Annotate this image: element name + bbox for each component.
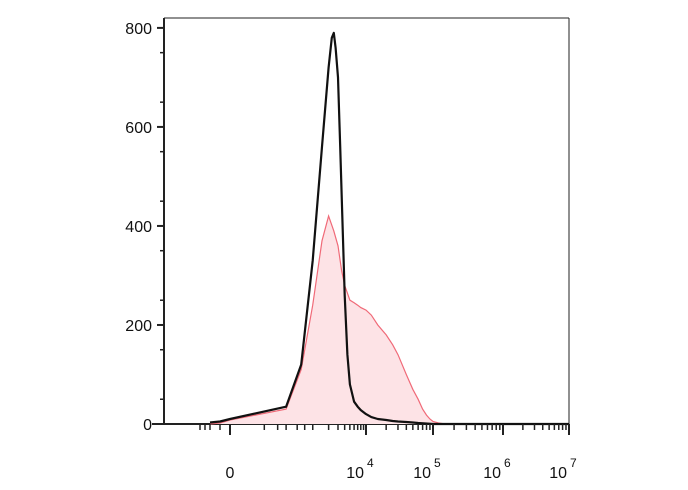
y-tick-label-1: 200 <box>125 318 152 335</box>
series-0-outline <box>209 213 569 425</box>
x-axis: 0 104 105 106 107 <box>199 424 577 482</box>
series-1-line <box>209 31 569 426</box>
x-tick-label-4: 107 <box>549 456 577 482</box>
series-0-area <box>210 216 569 424</box>
x-tick-label-0: 0 <box>226 465 235 482</box>
x-tick-label-1: 104 <box>346 456 374 482</box>
y-axis: 0 200 400 600 800 <box>125 21 164 434</box>
y-tick-label-0: 0 <box>143 417 152 434</box>
y-tick-label-2: 400 <box>125 219 152 236</box>
y-tick-label-4: 800 <box>125 21 152 38</box>
x-tick-label-2: 105 <box>413 456 441 482</box>
y-tick-label-3: 600 <box>125 120 152 137</box>
series-layer <box>209 31 569 426</box>
x-tick-label-3: 106 <box>483 456 511 482</box>
